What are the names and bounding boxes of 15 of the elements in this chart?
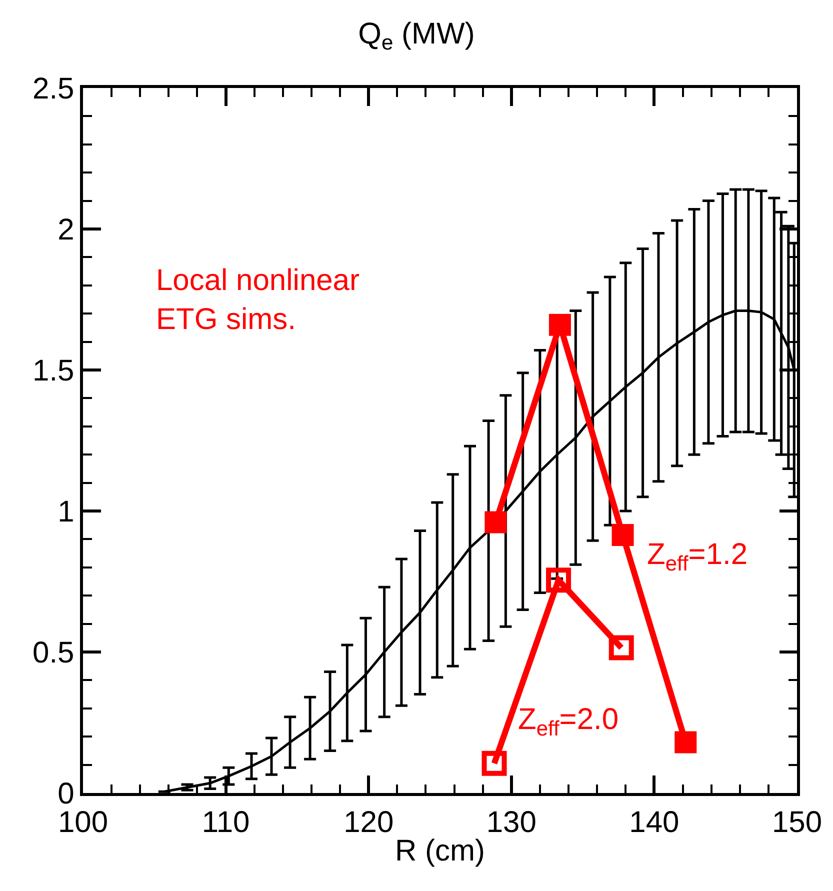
annotation: Local nonlinear ETG sims. [156, 264, 360, 336]
x-tick-label: 110 [202, 806, 250, 839]
x-tick-label: 140 [629, 806, 680, 839]
y-tick-label: 1 [58, 496, 74, 528]
y-tick-label: 2 [58, 214, 74, 246]
y-tick-label: 2.5 [32, 72, 74, 106]
x-tick-label: 150 [772, 806, 822, 839]
x-tick-label: 120 [344, 806, 394, 839]
x-tick-label: 130 [486, 806, 536, 839]
series-label: Z$_{eff}$=1.2 [647, 538, 748, 576]
series-label: Z$_{eff}$=2.0 [518, 703, 619, 740]
chart-title: Q$_{e}$ (MW) [358, 17, 475, 55]
y-tick-label: 0.5 [32, 636, 74, 670]
x-axis-title: R (cm) [395, 834, 485, 868]
y-tick-label: 1.5 [32, 354, 74, 388]
